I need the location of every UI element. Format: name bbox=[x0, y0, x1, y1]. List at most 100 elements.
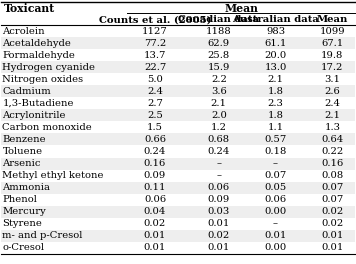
Text: 0.03: 0.03 bbox=[208, 207, 230, 216]
Text: 0.00: 0.00 bbox=[265, 207, 287, 216]
Text: 0.06: 0.06 bbox=[265, 195, 287, 204]
Text: –: – bbox=[273, 159, 278, 168]
Text: 2.6: 2.6 bbox=[324, 87, 340, 96]
Text: Arsenic: Arsenic bbox=[2, 159, 41, 168]
Text: Ammonia: Ammonia bbox=[2, 183, 51, 192]
Text: 1,3-Butadiene: 1,3-Butadiene bbox=[2, 99, 74, 108]
Text: 0.01: 0.01 bbox=[321, 231, 344, 240]
Text: 15.9: 15.9 bbox=[208, 63, 230, 72]
Text: Formaldehyde: Formaldehyde bbox=[2, 51, 75, 60]
Text: Hydrogen cyanide: Hydrogen cyanide bbox=[2, 63, 95, 72]
Text: 25.8: 25.8 bbox=[208, 51, 230, 60]
Text: 0.06: 0.06 bbox=[144, 195, 166, 204]
Text: 1.8: 1.8 bbox=[267, 111, 283, 120]
Text: 2.5: 2.5 bbox=[147, 111, 163, 120]
Text: 0.57: 0.57 bbox=[265, 135, 287, 144]
Text: 0.02: 0.02 bbox=[208, 231, 230, 240]
Text: 0.07: 0.07 bbox=[265, 171, 287, 180]
Text: Acrylonitrile: Acrylonitrile bbox=[2, 111, 66, 120]
Text: 0.02: 0.02 bbox=[321, 207, 344, 216]
Text: 0.01: 0.01 bbox=[208, 243, 230, 252]
Text: 0.01: 0.01 bbox=[321, 243, 344, 252]
Text: 0.24: 0.24 bbox=[144, 147, 166, 156]
Text: 77.2: 77.2 bbox=[144, 39, 166, 48]
Text: 13.7: 13.7 bbox=[144, 51, 166, 60]
Text: 1.1: 1.1 bbox=[267, 123, 284, 132]
Text: Mean: Mean bbox=[224, 3, 258, 14]
Text: –: – bbox=[216, 171, 221, 180]
Text: 3.1: 3.1 bbox=[324, 75, 340, 84]
Text: 0.05: 0.05 bbox=[265, 183, 287, 192]
Text: 0.64: 0.64 bbox=[321, 135, 344, 144]
Text: 0.24: 0.24 bbox=[208, 147, 230, 156]
Text: 2.1: 2.1 bbox=[324, 111, 340, 120]
Text: Styrene: Styrene bbox=[2, 219, 42, 228]
Text: 0.01: 0.01 bbox=[144, 231, 166, 240]
Text: 2.0: 2.0 bbox=[211, 111, 227, 120]
Text: 62.9: 62.9 bbox=[208, 39, 230, 48]
Text: 2.7: 2.7 bbox=[147, 99, 163, 108]
Text: Canadian data: Canadian data bbox=[178, 15, 259, 24]
Text: Mercury: Mercury bbox=[2, 207, 46, 216]
Text: Cadmium: Cadmium bbox=[2, 87, 51, 96]
Text: 20.0: 20.0 bbox=[265, 51, 287, 60]
Text: Toxicant: Toxicant bbox=[4, 3, 56, 14]
Text: 983: 983 bbox=[266, 27, 285, 36]
Text: 3.6: 3.6 bbox=[211, 87, 227, 96]
Text: 0.11: 0.11 bbox=[144, 183, 166, 192]
Text: o-Cresol: o-Cresol bbox=[2, 243, 44, 252]
Text: 0.22: 0.22 bbox=[321, 147, 344, 156]
Text: Phenol: Phenol bbox=[2, 195, 37, 204]
Text: 2.1: 2.1 bbox=[267, 75, 283, 84]
Text: 1.2: 1.2 bbox=[211, 123, 227, 132]
Text: 1.5: 1.5 bbox=[147, 123, 163, 132]
Text: 5.0: 5.0 bbox=[147, 75, 163, 84]
Text: Australian data: Australian data bbox=[232, 15, 319, 24]
Bar bbox=[1, 61, 355, 73]
Text: 0.00: 0.00 bbox=[265, 243, 287, 252]
Bar bbox=[1, 37, 355, 49]
Text: 0.02: 0.02 bbox=[144, 219, 166, 228]
Text: 2.3: 2.3 bbox=[268, 99, 283, 108]
Text: 0.01: 0.01 bbox=[144, 243, 166, 252]
Bar bbox=[1, 85, 355, 97]
Text: 0.06: 0.06 bbox=[208, 183, 230, 192]
Text: 1.8: 1.8 bbox=[267, 87, 283, 96]
Text: 19.8: 19.8 bbox=[321, 51, 344, 60]
Text: 0.66: 0.66 bbox=[144, 135, 166, 144]
Bar bbox=[1, 230, 355, 242]
Text: Benzene: Benzene bbox=[2, 135, 46, 144]
Text: 1188: 1188 bbox=[206, 27, 232, 36]
Text: Methyl ethyl ketone: Methyl ethyl ketone bbox=[2, 171, 104, 180]
Text: 0.09: 0.09 bbox=[208, 195, 230, 204]
Text: 0.16: 0.16 bbox=[321, 159, 344, 168]
Text: 2.4: 2.4 bbox=[324, 99, 340, 108]
Text: 17.2: 17.2 bbox=[321, 63, 344, 72]
Text: Acrolein: Acrolein bbox=[2, 27, 45, 36]
Text: 1127: 1127 bbox=[142, 27, 168, 36]
Text: 1099: 1099 bbox=[319, 27, 345, 36]
Text: 0.02: 0.02 bbox=[321, 219, 344, 228]
Bar bbox=[1, 133, 355, 145]
Text: 0.18: 0.18 bbox=[265, 147, 287, 156]
Text: 0.04: 0.04 bbox=[144, 207, 166, 216]
Text: 22.7: 22.7 bbox=[144, 63, 166, 72]
Text: 0.01: 0.01 bbox=[265, 231, 287, 240]
Bar bbox=[1, 109, 355, 121]
Bar bbox=[1, 182, 355, 194]
Text: 0.16: 0.16 bbox=[144, 159, 166, 168]
Text: 0.01: 0.01 bbox=[208, 219, 230, 228]
Text: 2.1: 2.1 bbox=[211, 99, 227, 108]
Text: –: – bbox=[273, 219, 278, 228]
Text: Carbon monoxide: Carbon monoxide bbox=[2, 123, 92, 132]
Text: 0.68: 0.68 bbox=[208, 135, 230, 144]
Text: Counts et al. (2005): Counts et al. (2005) bbox=[99, 15, 211, 24]
Text: Acetaldehyde: Acetaldehyde bbox=[2, 39, 71, 48]
Bar bbox=[1, 158, 355, 169]
Text: 2.4: 2.4 bbox=[147, 87, 163, 96]
Bar bbox=[1, 206, 355, 218]
Text: 0.08: 0.08 bbox=[321, 171, 344, 180]
Text: 1.3: 1.3 bbox=[324, 123, 340, 132]
Text: 0.07: 0.07 bbox=[321, 183, 344, 192]
Text: 13.0: 13.0 bbox=[265, 63, 287, 72]
